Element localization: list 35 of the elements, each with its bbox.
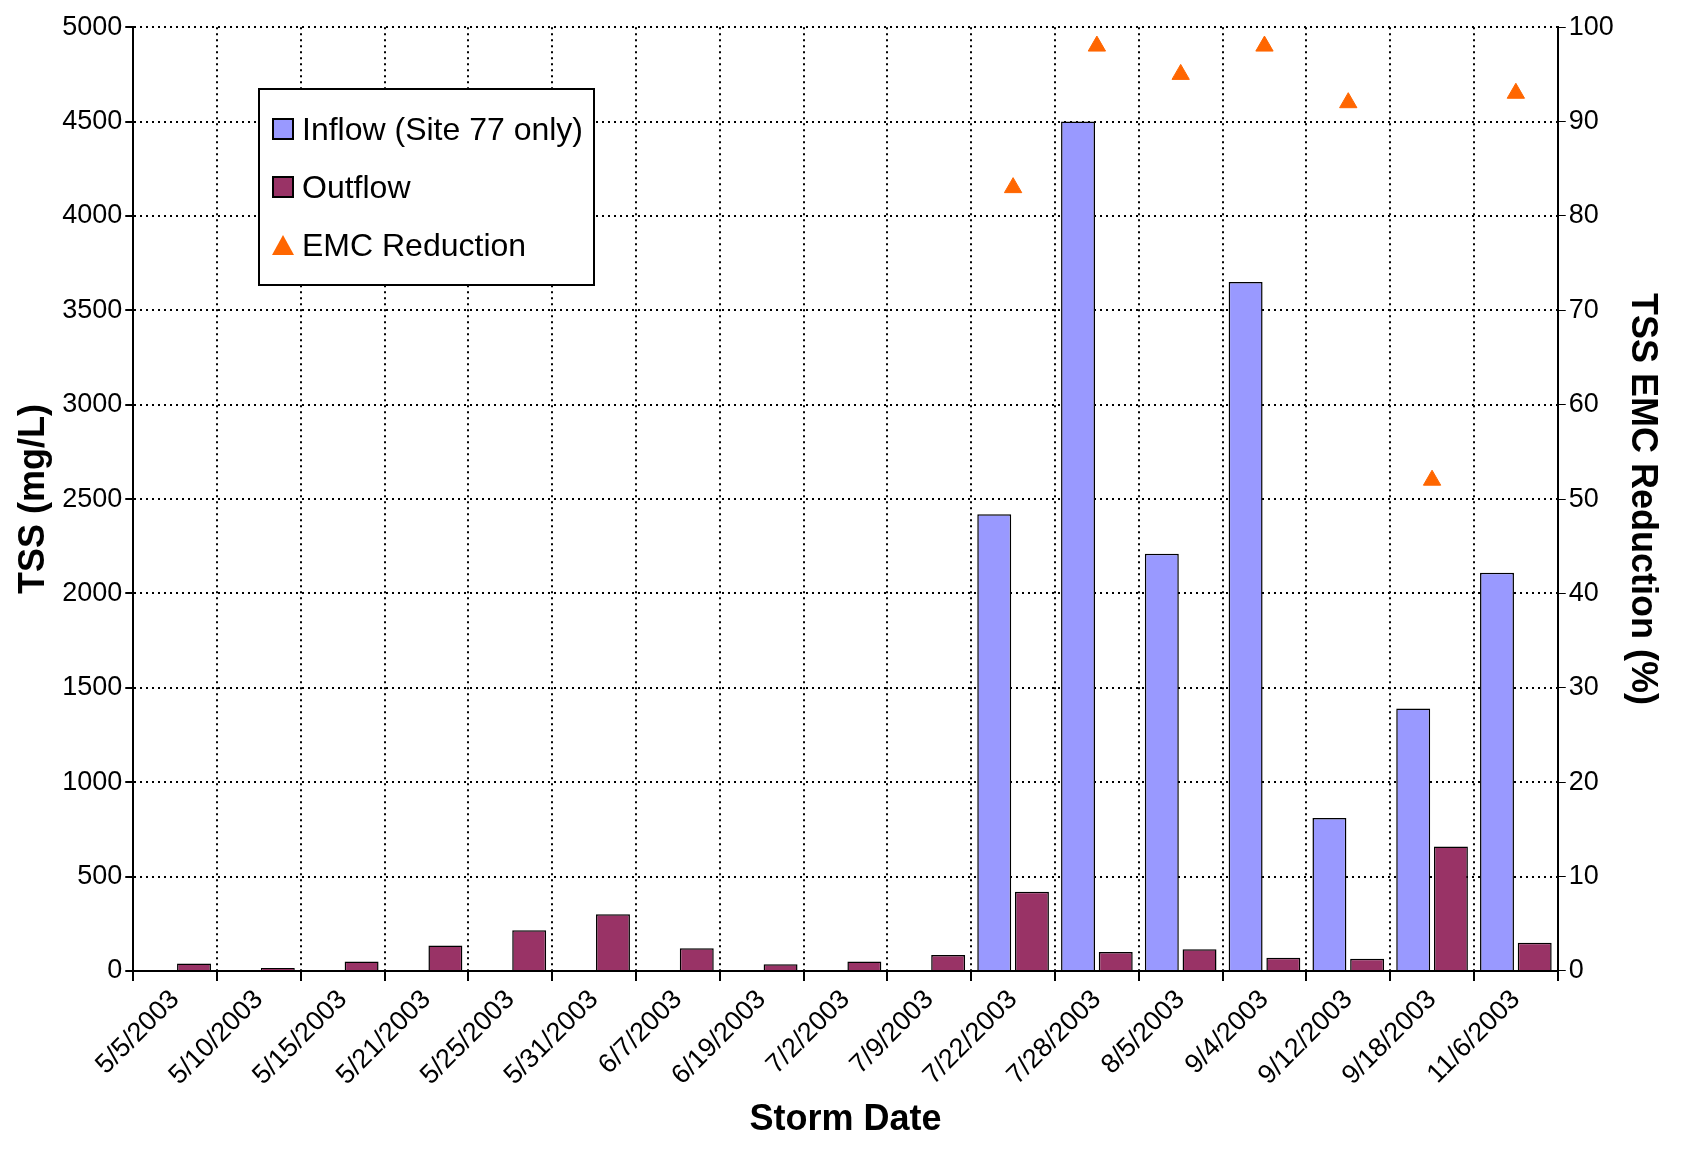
- point: [1422, 469, 1442, 486]
- y2-tick-label: 60: [1568, 388, 1599, 419]
- y2-tick-label: 50: [1568, 482, 1599, 513]
- y-tick-label: 5000: [62, 10, 123, 41]
- point: [1171, 63, 1190, 80]
- y-tick-label: 500: [77, 860, 123, 891]
- y2-tick-label: 40: [1568, 576, 1599, 607]
- legend-label: EMC Reduction: [302, 226, 527, 265]
- y2-axis-title: TSS EMC Reduction (%): [1624, 293, 1666, 706]
- y-tick-label: 4500: [62, 105, 123, 136]
- point: [1003, 177, 1023, 194]
- y-tick-label: 0: [107, 954, 123, 985]
- y2-tick-label: 20: [1568, 765, 1599, 796]
- y2-tick-label: 30: [1568, 671, 1599, 702]
- point: [1506, 82, 1526, 99]
- y2-tick-label: 90: [1568, 105, 1599, 136]
- y2-tick-label: 80: [1568, 199, 1599, 230]
- y-tick-label: 1500: [62, 671, 123, 702]
- legend-label: Inflow (Site 77 only): [302, 110, 584, 149]
- y2-tick-label: 100: [1568, 10, 1614, 41]
- point: [1087, 35, 1107, 52]
- point: [1255, 35, 1274, 52]
- y2-tick-label: 70: [1568, 293, 1599, 324]
- y-tick-label: 3000: [62, 388, 123, 419]
- y-tick-label: 2000: [62, 576, 123, 607]
- y-tick-label: 4000: [62, 199, 123, 230]
- y2-tick-label: 0: [1568, 954, 1584, 985]
- point: [1339, 92, 1358, 109]
- y-tick-label: 2500: [62, 482, 123, 513]
- x-axis-title: Storm Date: [749, 1097, 942, 1139]
- y2-tick-label: 10: [1568, 860, 1599, 891]
- y-tick-label: 3500: [62, 293, 123, 324]
- legend-label: Outflow: [302, 168, 411, 207]
- y-tick-label: 1000: [62, 765, 123, 796]
- y-axis-title: TSS (mg/L): [10, 404, 52, 595]
